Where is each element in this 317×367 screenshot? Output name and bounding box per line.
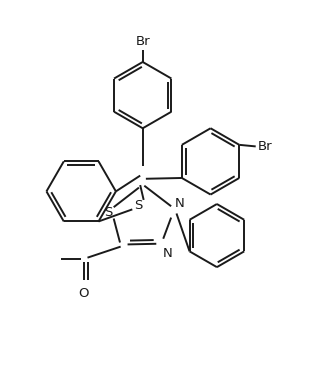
Text: O: O (78, 287, 89, 300)
Text: N: N (174, 197, 184, 210)
Text: N: N (163, 247, 172, 260)
Text: S: S (134, 199, 142, 212)
Text: S: S (104, 206, 112, 219)
Text: Br: Br (258, 140, 273, 153)
Text: Br: Br (135, 35, 150, 48)
